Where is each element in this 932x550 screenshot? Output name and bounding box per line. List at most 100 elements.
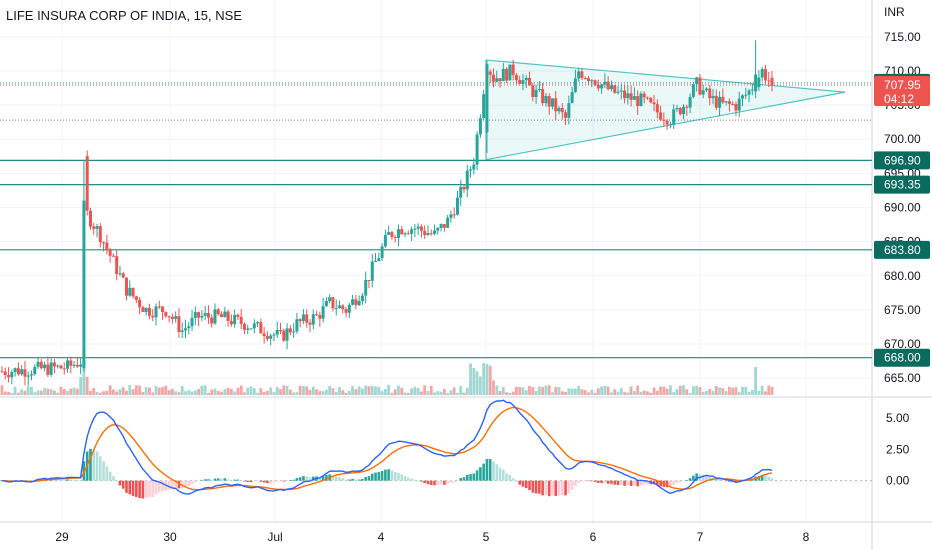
volume-bar [357,386,361,395]
macd-histogram-bar [66,479,69,481]
volume-bar [220,391,223,395]
candle-body [367,280,371,282]
time-tick-label: 30 [163,530,177,544]
volume-bar [760,385,764,395]
candle-body [550,98,554,107]
candle-body [36,361,40,367]
candle-body [62,368,66,370]
candle-body [360,295,364,301]
macd-histogram-bar [171,480,174,489]
candle-body [292,331,296,333]
volume-bar [646,391,649,395]
volume-bar [115,391,119,395]
macd-histogram-bar [524,480,528,489]
macd-histogram-bar [108,471,112,481]
volume-bar [423,385,427,395]
macd-histogram-bar [446,480,449,484]
candle-body [66,360,70,369]
candle-body [439,224,443,228]
macd-histogram-bar [695,473,698,481]
macd-histogram-bar [239,480,243,481]
candle-body [279,330,283,332]
volume-bar [361,388,364,395]
last-price-tag [874,75,930,106]
candle-body [396,229,400,239]
volume-bar [85,377,89,395]
volume-bar [675,389,679,395]
volume-bar [324,389,328,395]
candle-body [157,306,161,308]
time-tick-label: 29 [55,530,69,544]
candle-body [311,314,315,325]
candle-body [56,365,60,367]
macd-histogram-bar [403,476,407,481]
candle-body [121,273,125,278]
macd-histogram-bar [547,480,551,497]
macd-histogram-bar [298,477,302,481]
candle-body [82,200,86,368]
candle-body [442,224,446,228]
macd-histogram-bar [351,478,354,481]
macd-histogram-bar [213,478,217,481]
candle-body [695,77,699,85]
candle-body [737,98,741,111]
macd-histogram-bar [105,466,109,481]
candle-body [183,328,187,331]
candle-body [495,78,499,82]
candle-body [521,80,525,84]
candle-body [210,317,214,324]
volume-bar [138,385,142,395]
volume-bar [518,386,522,395]
volume-bar [603,385,607,395]
volume-bar [148,387,151,395]
macd-histogram-bar [728,480,731,482]
volume-bar [452,387,456,395]
volume-bar [577,385,581,395]
volume-bar [770,386,774,395]
candle-body [262,333,266,336]
candle-body [174,316,178,320]
volume-bar [53,390,56,395]
candle-body [33,366,37,375]
volume-bar [177,392,181,395]
macd-histogram-bar [331,475,335,481]
macd-tick-label: 0.00 [886,474,910,488]
volume-bar [13,386,17,395]
macd-histogram-bar [390,470,394,481]
macd-histogram-bar [216,478,220,481]
volume-bar [157,387,161,395]
macd-histogram-bar [135,480,138,497]
volume-bar [56,392,60,395]
volume-bar [410,388,413,395]
macd-histogram-bar [629,480,633,486]
candle-body [436,227,440,231]
volume-bar [131,389,135,395]
volume-bar [10,392,14,395]
volume-bar [596,388,600,395]
candle-body [573,78,577,93]
volume-bar [564,391,567,395]
candle-body [249,328,253,330]
volume-bar [649,392,653,395]
candle-body [459,186,463,198]
volume-bar [531,387,535,395]
candle-body [419,226,423,231]
candle-body [505,68,509,81]
macd-histogram-bar [141,480,145,499]
volume-bar [764,391,767,395]
volume-bar [528,385,531,395]
volume-bar [691,386,695,395]
volume-bar [629,386,633,395]
macd-histogram-bar [79,480,82,481]
volume-bar [390,392,394,395]
macd-histogram-bar [341,478,345,481]
candle-body [560,108,564,113]
macd-histogram-bar [226,479,230,481]
volume-bar [36,390,40,395]
volume-bar [298,385,302,395]
candle-body [164,312,168,317]
volume-bar [747,391,751,395]
candle-body [423,230,427,236]
candle-body [547,96,551,107]
